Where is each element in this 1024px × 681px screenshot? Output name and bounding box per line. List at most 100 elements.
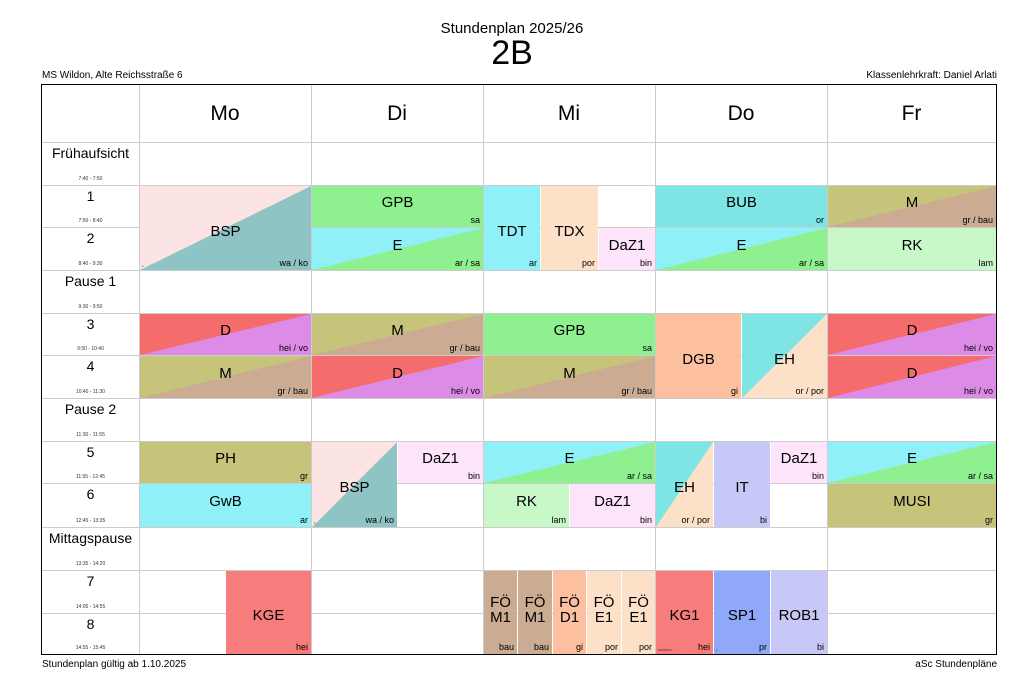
teacher-label: hei / vo xyxy=(963,386,993,396)
room-marker: 1 xyxy=(716,648,718,652)
lesson-cell[interactable]: FÖ E1 por xyxy=(622,571,655,654)
teacher-label: bin xyxy=(639,515,652,525)
teacher-label: sa xyxy=(470,215,480,225)
subject-label: E1 xyxy=(629,609,648,626)
grid-line xyxy=(42,570,996,571)
lesson-cell[interactable]: TDT ar xyxy=(484,186,540,270)
lesson-cell[interactable]: KG1 hei 0000000 A xyxy=(656,571,713,654)
subject-label: EH xyxy=(674,479,695,496)
teacher-label: ar xyxy=(528,258,537,268)
teacher-label: bin xyxy=(639,258,652,268)
lesson-cell[interactable]: FÖ E1 por xyxy=(587,571,621,654)
teacher-label: bau xyxy=(533,642,549,652)
room-marker: 1 xyxy=(142,264,144,268)
day-header-do: Do xyxy=(727,102,755,125)
teacher-label: por xyxy=(604,642,618,652)
teacher-label: bi xyxy=(759,515,767,525)
subject-label: DaZ1 xyxy=(780,450,818,467)
lesson-cell[interactable]: DaZ1 bin xyxy=(398,442,483,483)
teacher-label: por xyxy=(638,642,652,652)
lesson-cell[interactable]: FÖ D1 gi xyxy=(553,571,586,654)
teacher-label: gr / bau xyxy=(962,215,993,225)
lesson-cell[interactable]: KGE hei xyxy=(226,571,311,654)
subject-label: IT xyxy=(735,479,749,496)
subject-label: D xyxy=(906,322,918,339)
lesson-cell[interactable]: ROB1 bi xyxy=(771,571,827,654)
title-school-year: Stundenplan 2025/26 xyxy=(440,20,584,37)
period-time: 11:30 - 11:55 xyxy=(76,432,105,438)
subject-label: M xyxy=(905,194,919,211)
subject-label: PH xyxy=(215,450,236,467)
school-name: MS Wildon, Alte Reichsstraße 6 xyxy=(42,70,183,81)
lesson-cell[interactable]: RK lam xyxy=(828,228,996,270)
teacher-label: gi xyxy=(730,386,738,396)
lesson-cell[interactable]: PH gr xyxy=(140,442,311,483)
grid-line xyxy=(42,185,996,186)
period-time: 10:40 - 11:30 xyxy=(75,389,106,395)
subject-label: BUB xyxy=(726,194,757,211)
teacher-label: or / por xyxy=(795,386,824,396)
period-time: 14:05 - 14:55 xyxy=(75,604,106,610)
subject-label: EH xyxy=(774,350,795,368)
grid-line xyxy=(42,355,996,356)
period-label: 1 xyxy=(86,188,95,204)
grid-line xyxy=(655,85,656,654)
subject-label: TDX xyxy=(554,222,585,240)
lesson-cell[interactable]: GwB ar xyxy=(140,484,311,527)
lesson-cell[interactable]: EH or / por xyxy=(656,442,713,527)
lesson-cell[interactable]: TDX por xyxy=(541,186,598,270)
teacher-label: sa xyxy=(642,343,652,353)
period-time: 9:50 - 10:40 xyxy=(77,346,104,352)
subject-label: FÖ xyxy=(593,594,615,611)
lesson-cell[interactable]: DaZ1 bin xyxy=(570,484,655,527)
lesson-cell[interactable]: IT bi xyxy=(714,442,770,527)
subject-label: FÖ xyxy=(559,594,580,611)
teacher-label: hei / vo xyxy=(450,386,480,396)
class-title: 2B xyxy=(491,34,533,72)
lesson-cell[interactable]: BSP wa / ko 1 xyxy=(140,186,311,270)
subject-label: KGE xyxy=(252,607,285,624)
lesson-cell[interactable]: GPB sa xyxy=(312,186,483,227)
teacher-label: lam xyxy=(551,515,566,525)
lesson-cell[interactable]: EH or / por xyxy=(742,314,827,398)
teacher-label: bin xyxy=(467,471,480,481)
subject-label: DaZ1 xyxy=(594,493,631,510)
lesson-cell[interactable]: GPB sa xyxy=(484,314,655,355)
subject-label: MUSI xyxy=(893,493,931,510)
timetable-grid: Mo Di Mi Do Fr Frühaufsicht 7:40 - 7:50 1 7:50 -… xyxy=(41,84,997,655)
class-teacher: Klassenlehrkraft: Daniel Arlati xyxy=(866,70,997,81)
lesson-cell[interactable]: BSP wa / ko 1 xyxy=(312,442,397,527)
grid-line xyxy=(42,142,996,143)
lesson-cell[interactable]: BUB or xyxy=(656,186,827,227)
period-label: 3 xyxy=(86,316,95,332)
day-header-mi: Mi xyxy=(557,102,581,125)
lesson-cell[interactable]: DaZ1 bin xyxy=(599,228,655,270)
lesson-cell[interactable]: RK lam xyxy=(484,484,569,527)
lesson-cell[interactable]: DGB gi xyxy=(656,314,741,398)
subject-label: FÖ xyxy=(524,594,546,611)
lesson-cell[interactable]: DaZ1 bin xyxy=(771,442,827,483)
grid-line xyxy=(827,85,828,654)
subject-label: RK xyxy=(516,493,537,510)
teacher-label: gr / bau xyxy=(449,343,480,353)
teacher-label: ar / sa xyxy=(454,258,480,268)
lesson-cell[interactable]: FÖ M1 bau xyxy=(518,571,552,654)
lesson-cell[interactable]: FÖ M1 bau xyxy=(484,571,517,654)
period-label: Frühaufsicht xyxy=(51,145,130,161)
lesson-cell[interactable]: SP1 pr 1 xyxy=(714,571,770,654)
lesson-cell[interactable]: MUSI gr xyxy=(828,484,996,527)
period-time: 7:50 - 8:40 xyxy=(78,218,103,224)
day-header-mo: Mo xyxy=(210,102,240,125)
